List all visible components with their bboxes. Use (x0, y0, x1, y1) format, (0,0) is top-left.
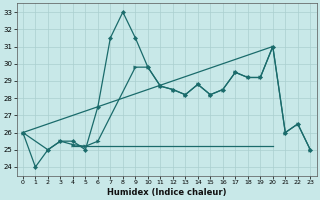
X-axis label: Humidex (Indice chaleur): Humidex (Indice chaleur) (107, 188, 226, 197)
